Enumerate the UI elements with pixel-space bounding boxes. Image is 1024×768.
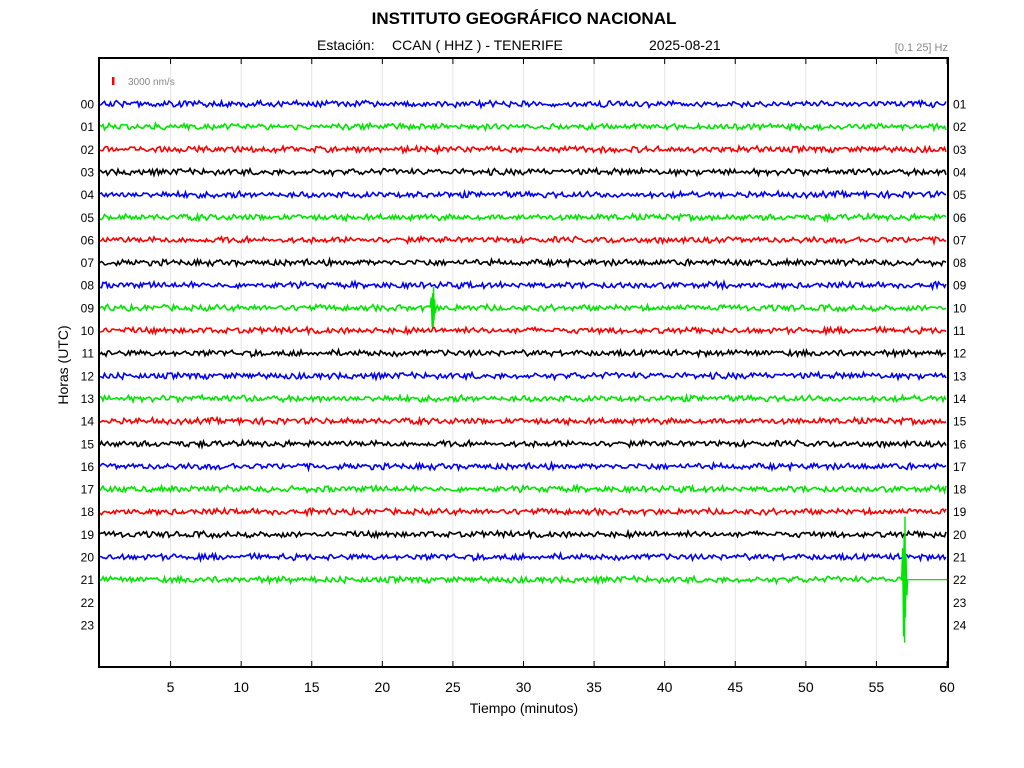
- x-tick-label: 10: [233, 679, 249, 695]
- x-tick-label: 5: [167, 679, 175, 695]
- y-axis-label: Horas (UTC): [55, 325, 71, 405]
- x-tick-label: 45: [727, 679, 743, 695]
- hour-label-left: 02: [81, 143, 95, 157]
- scale-bar: 3000 nm/s: [112, 77, 175, 88]
- trace-hour-17: [99, 482, 947, 496]
- x-tick-label: 30: [516, 679, 532, 695]
- hour-label-right: 18: [953, 483, 967, 497]
- x-tick-label: 35: [586, 679, 602, 695]
- hour-label-left: 16: [81, 460, 95, 474]
- hour-label-left: 05: [81, 211, 95, 225]
- hour-label-left: 09: [81, 301, 95, 315]
- trace-hour-21: [99, 574, 905, 586]
- hour-label-right: 03: [953, 143, 967, 157]
- hour-label-right: 15: [953, 415, 967, 429]
- hour-label-right: 22: [953, 573, 967, 587]
- station-name: CCAN ( HHZ ) - TENERIFE: [392, 37, 563, 53]
- hour-label-right: 23: [953, 596, 967, 610]
- hour-label-right: 01: [953, 98, 967, 112]
- hour-label-left: 01: [81, 120, 95, 134]
- hour-label-left: 10: [81, 324, 95, 338]
- hour-label-right: 14: [953, 392, 967, 406]
- hour-label-right: 06: [953, 211, 967, 225]
- hour-label-left: 21: [81, 573, 95, 587]
- x-ticks: 5 10 15 20 25 30 35 40 45 50 55 60: [167, 58, 955, 695]
- scale-bar-label: 3000 nm/s: [128, 77, 175, 88]
- x-tick-label: 50: [798, 679, 814, 695]
- hour-label-left: 15: [81, 437, 95, 451]
- hour-label-right: 11: [953, 324, 966, 338]
- x-tick-label: 20: [375, 679, 391, 695]
- scale-bar-mark: [112, 77, 115, 85]
- event-spike: [429, 286, 437, 329]
- trace-hour-16: [99, 460, 947, 473]
- hour-label-left: 14: [81, 415, 95, 429]
- hour-label-left: 03: [81, 165, 95, 179]
- hour-label-left: 06: [81, 233, 95, 247]
- hour-label-right: 20: [953, 528, 967, 542]
- hour-label-left: 19: [81, 528, 95, 542]
- trace-hour-06: [99, 234, 947, 247]
- hour-label-right: 04: [953, 165, 967, 179]
- x-tick-label: 55: [869, 679, 885, 695]
- hour-label-right: 24: [953, 618, 967, 632]
- trace-hour-18: [99, 506, 947, 518]
- x-tick-label: 15: [304, 679, 320, 695]
- hour-label-right: 02: [953, 120, 967, 134]
- hour-label-right: 19: [953, 505, 967, 519]
- hour-label-left: 12: [81, 369, 95, 383]
- hour-label-left: 13: [81, 392, 95, 406]
- trace-hour-19: [99, 528, 947, 541]
- trace-hour-09: [99, 302, 947, 314]
- trace-hour-04: [99, 188, 947, 201]
- hour-label-left: 07: [81, 256, 95, 270]
- hour-label-right: 21: [953, 551, 967, 565]
- hour-label-left: 00: [81, 98, 95, 112]
- hour-label-left: 17: [81, 483, 95, 497]
- hour-label-left: 08: [81, 279, 95, 293]
- hour-label-right: 12: [953, 347, 967, 361]
- hour-label-right: 08: [953, 256, 967, 270]
- hour-label-left: 18: [81, 505, 95, 519]
- trace-hour-00: [99, 98, 947, 110]
- hour-label-right: 05: [953, 188, 967, 202]
- trace-hour-05: [99, 211, 947, 224]
- hour-label-right: 10: [953, 301, 967, 315]
- hour-label-left: 20: [81, 551, 95, 565]
- hour-label-right: 13: [953, 369, 967, 383]
- trace-hour-02: [99, 143, 947, 156]
- station-label: Estación:: [317, 37, 375, 53]
- trace-hour-11: [99, 347, 947, 359]
- hour-label-right: 16: [953, 437, 967, 451]
- hour-label-right: 07: [953, 233, 967, 247]
- x-tick-label: 40: [657, 679, 673, 695]
- trace-hour-01: [99, 121, 947, 133]
- hour-labels: 00 01 02 03 04 05 06 07 08 09 10 11 12 13 14 15 16 17 18 19…: [81, 98, 967, 633]
- hour-label-left: 04: [81, 188, 95, 202]
- trace-hour-10: [99, 324, 947, 337]
- trace-hour-20: [99, 550, 947, 564]
- traces: [99, 98, 947, 643]
- trace-hour-15: [99, 438, 947, 450]
- hour-label-right: 17: [953, 460, 967, 474]
- filter-band-label: [0.1 25] Hz: [894, 42, 948, 54]
- trace-hour-14: [99, 415, 947, 427]
- x-tick-label: 60: [939, 679, 955, 695]
- grid-lines: [170, 59, 877, 666]
- trace-hour-03: [99, 166, 947, 178]
- hour-label-left: 23: [81, 618, 95, 632]
- trace-hour-08: [99, 278, 947, 292]
- trace-hour-07: [99, 256, 947, 269]
- date-label: 2025-08-21: [649, 37, 721, 53]
- hour-label-left: 11: [82, 347, 95, 361]
- hour-label-left: 22: [81, 596, 95, 610]
- chart-title: INSTITUTO GEOGRÁFICO NACIONAL: [371, 9, 677, 28]
- trace-hour-13: [99, 392, 947, 405]
- hour-label-right: 09: [953, 279, 967, 293]
- trace-hour-12: [99, 370, 947, 382]
- x-axis-label: Tiempo (minutos): [469, 700, 579, 716]
- x-tick-label: 25: [445, 679, 461, 695]
